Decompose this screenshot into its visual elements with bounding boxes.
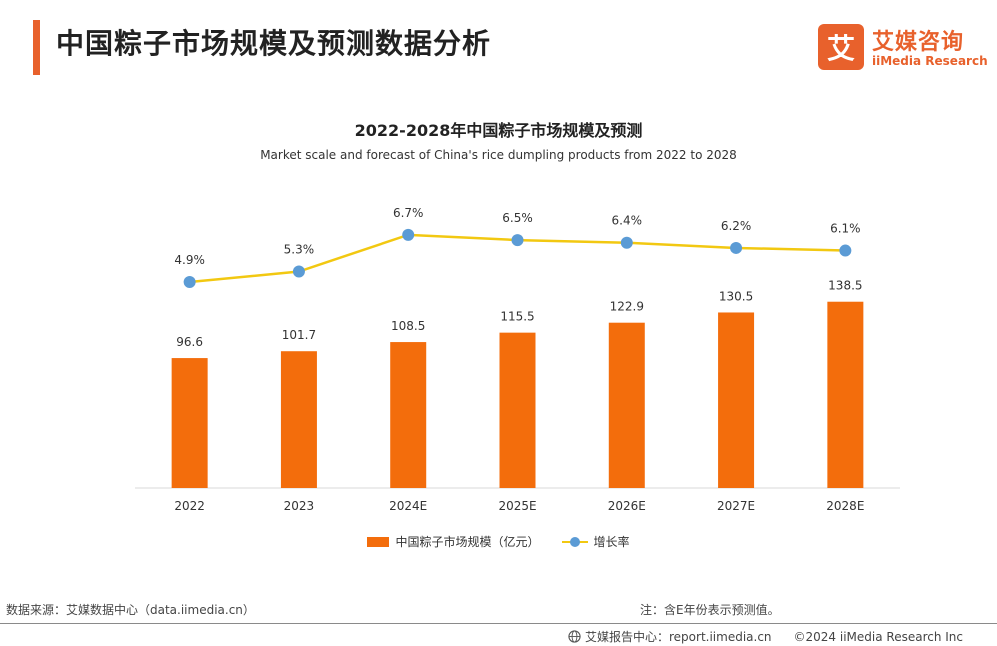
- bar-2027E: [718, 312, 755, 488]
- legend-item-growth-rate: 增长率: [561, 533, 630, 550]
- logo-mark-icon: 艾: [818, 24, 864, 70]
- growth-point-2023: [292, 265, 305, 278]
- x-tick-label-2026E: 2026E: [608, 499, 646, 513]
- legend-label-market-scale: 中国粽子市场规模（亿元）: [395, 535, 540, 549]
- growth-point-2026E: [620, 236, 633, 249]
- globe-icon: [568, 630, 581, 643]
- growth-label-2025E: 6.5%: [502, 211, 533, 225]
- legend-label-growth-rate: 增长率: [593, 535, 630, 549]
- bar-2023: [280, 351, 317, 488]
- bar-2024E: [390, 342, 427, 488]
- bar-label-2022: 96.6: [176, 335, 203, 349]
- logo-text-en: iiMedia Research: [872, 54, 988, 68]
- x-tick-label-2023: 2023: [284, 499, 315, 513]
- chart-title: 2022-2028年中国粽子市场规模及预测: [354, 121, 643, 140]
- growth-point-2028E: [839, 244, 852, 257]
- logo-text-cn: 艾媒咨询: [872, 30, 965, 55]
- bar-label-2026E: 122.9: [610, 300, 644, 314]
- chart-subtitle: Market scale and forecast of China's ric…: [260, 148, 737, 162]
- x-tick-label-2024E: 2024E: [389, 499, 427, 513]
- bar-2028E: [827, 301, 864, 488]
- x-tick-label-2028E: 2028E: [826, 499, 864, 513]
- title-accent-bar: [33, 20, 40, 75]
- copyright: ©2024 iiMedia Research Inc: [793, 629, 964, 644]
- legend-item-market-scale: 中国粽子市场规模（亿元）: [367, 533, 540, 550]
- logo-mark-glyph: 艾: [827, 32, 855, 65]
- growth-point-2027E: [730, 241, 743, 254]
- bar-2026E: [608, 322, 645, 488]
- data-source: 数据来源：艾媒数据中心（data.iimedia.cn）: [6, 603, 255, 617]
- bar-label-2027E: 130.5: [719, 289, 753, 303]
- forecast-note: 注：含E年份表示预测值。: [640, 603, 780, 617]
- chart-legend: 中国粽子市场规模（亿元） 增长率: [0, 533, 997, 550]
- iimedia-logo: 艾 艾媒咨询 iiMedia Research: [818, 24, 988, 74]
- growth-label-2027E: 6.2%: [721, 219, 752, 233]
- footer-divider: [0, 623, 997, 624]
- growth-point-2022: [183, 276, 196, 288]
- page-title: 中国粽子市场规模及预测数据分析: [56, 27, 492, 60]
- growth-label-2023: 5.3%: [284, 243, 315, 257]
- legend-bar-swatch: [367, 536, 390, 547]
- growth-label-2028E: 6.1%: [830, 222, 861, 236]
- growth-point-2025E: [511, 234, 524, 247]
- growth-label-2022: 4.9%: [174, 253, 205, 267]
- chart-canvas: 96.6 2022 101.7 2023 108.5 2024E 115.5 2025E 122…: [135, 206, 900, 513]
- bar-label-2028E: 138.5: [828, 279, 862, 293]
- growth-label-2026E: 6.4%: [612, 214, 643, 228]
- bar-label-2025E: 115.5: [500, 310, 534, 324]
- legend-line-swatch: [561, 536, 588, 547]
- bar-label-2023: 101.7: [282, 328, 316, 342]
- x-tick-label-2025E: 2025E: [498, 499, 536, 513]
- bar-2022: [171, 358, 208, 488]
- growth-point-2024E: [402, 228, 415, 241]
- x-tick-label-2027E: 2027E: [717, 499, 755, 513]
- x-tick-label-2022: 2022: [174, 499, 205, 513]
- report-center-link[interactable]: 艾媒报告中心：report.iimedia.cn: [585, 630, 772, 644]
- growth-label-2024E: 6.7%: [393, 206, 424, 220]
- bar-2025E: [499, 332, 536, 488]
- footer-bar: 艾媒报告中心：report.iimedia.cn ©2024 iiMedia R…: [568, 628, 963, 645]
- bar-label-2024E: 108.5: [391, 319, 425, 333]
